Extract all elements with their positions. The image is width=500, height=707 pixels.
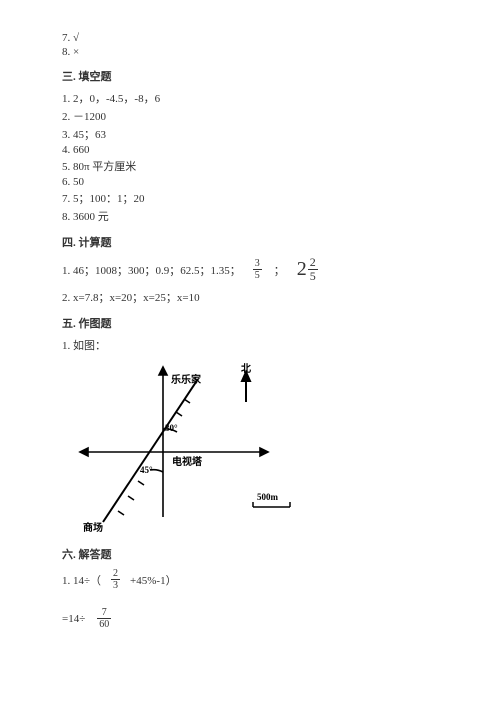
s4-a1-pre: 1. 46；1008；300；0.9；62.5；1.35；: [62, 262, 241, 278]
separator: ；: [274, 262, 285, 278]
label-lele: 乐乐家: [171, 371, 201, 386]
s6-a1-pre: 1. 14÷（: [62, 572, 101, 588]
s6-a1: 1. 14÷（ 2 3 +45%-1）: [62, 568, 438, 591]
section-4-heading: 四. 计算题: [62, 234, 438, 250]
s3-a3: 3. 45；63: [62, 126, 438, 142]
s3-a7: 7. 5；100：1；20: [62, 190, 438, 206]
section-5-heading: 五. 作图题: [62, 315, 438, 331]
frac-num: 3: [253, 258, 262, 270]
item-7: 7. √: [62, 32, 438, 44]
section-3-heading: 三. 填空题: [62, 68, 438, 84]
mixed-num: 2: [308, 256, 318, 270]
label-tv: 电视塔: [172, 453, 202, 468]
s3-a6: 6. 50: [62, 176, 438, 188]
label-30: 30°: [165, 423, 178, 433]
frac-num: 2: [111, 568, 120, 580]
item-8: 8. ×: [62, 46, 438, 58]
label-shop: 商场: [83, 519, 103, 534]
s3-a2: 2. －1200: [62, 108, 438, 124]
s6-a1-post: +45%-1）: [130, 572, 177, 588]
frac-den: 60: [97, 619, 111, 630]
s5-a1: 1. 如图：: [62, 337, 438, 353]
s4-a1: 1. 46；1008；300；0.9；62.5；1.35； 3 5 ； 2 2 …: [62, 256, 438, 283]
s6-a2: =14÷ 7 60: [62, 607, 438, 630]
direction-diagram: 乐乐家 北 30° 电视塔 45° 商场 500m: [68, 357, 328, 532]
label-scale: 500m: [257, 492, 278, 502]
frac-num: 7: [97, 607, 111, 619]
s3-a1: 1. 2，0，-4.5，-8，6: [62, 90, 438, 106]
fraction-2-3: 2 3: [111, 568, 120, 591]
s3-a8: 8. 3600 元: [62, 208, 438, 224]
frac-den: 5: [253, 270, 262, 281]
mixed-whole: 2: [297, 258, 307, 281]
s6-a2-pre: =14÷: [62, 613, 85, 625]
label-north: 北: [241, 360, 251, 375]
mixed-2-2-5: 2 2 5: [297, 256, 318, 283]
s3-a5: 5. 80π 平方厘米: [62, 158, 438, 174]
frac-den: 3: [111, 580, 120, 591]
mixed-den: 5: [308, 270, 318, 283]
fraction-3-5: 3 5: [253, 258, 262, 281]
label-45: 45°: [140, 465, 153, 475]
section-6-heading: 六. 解答题: [62, 546, 438, 562]
fraction-7-60: 7 60: [97, 607, 111, 630]
s4-a2: 2. x=7.8；x=20；x=25；x=10: [62, 289, 438, 305]
s3-a4: 4. 660: [62, 144, 438, 156]
